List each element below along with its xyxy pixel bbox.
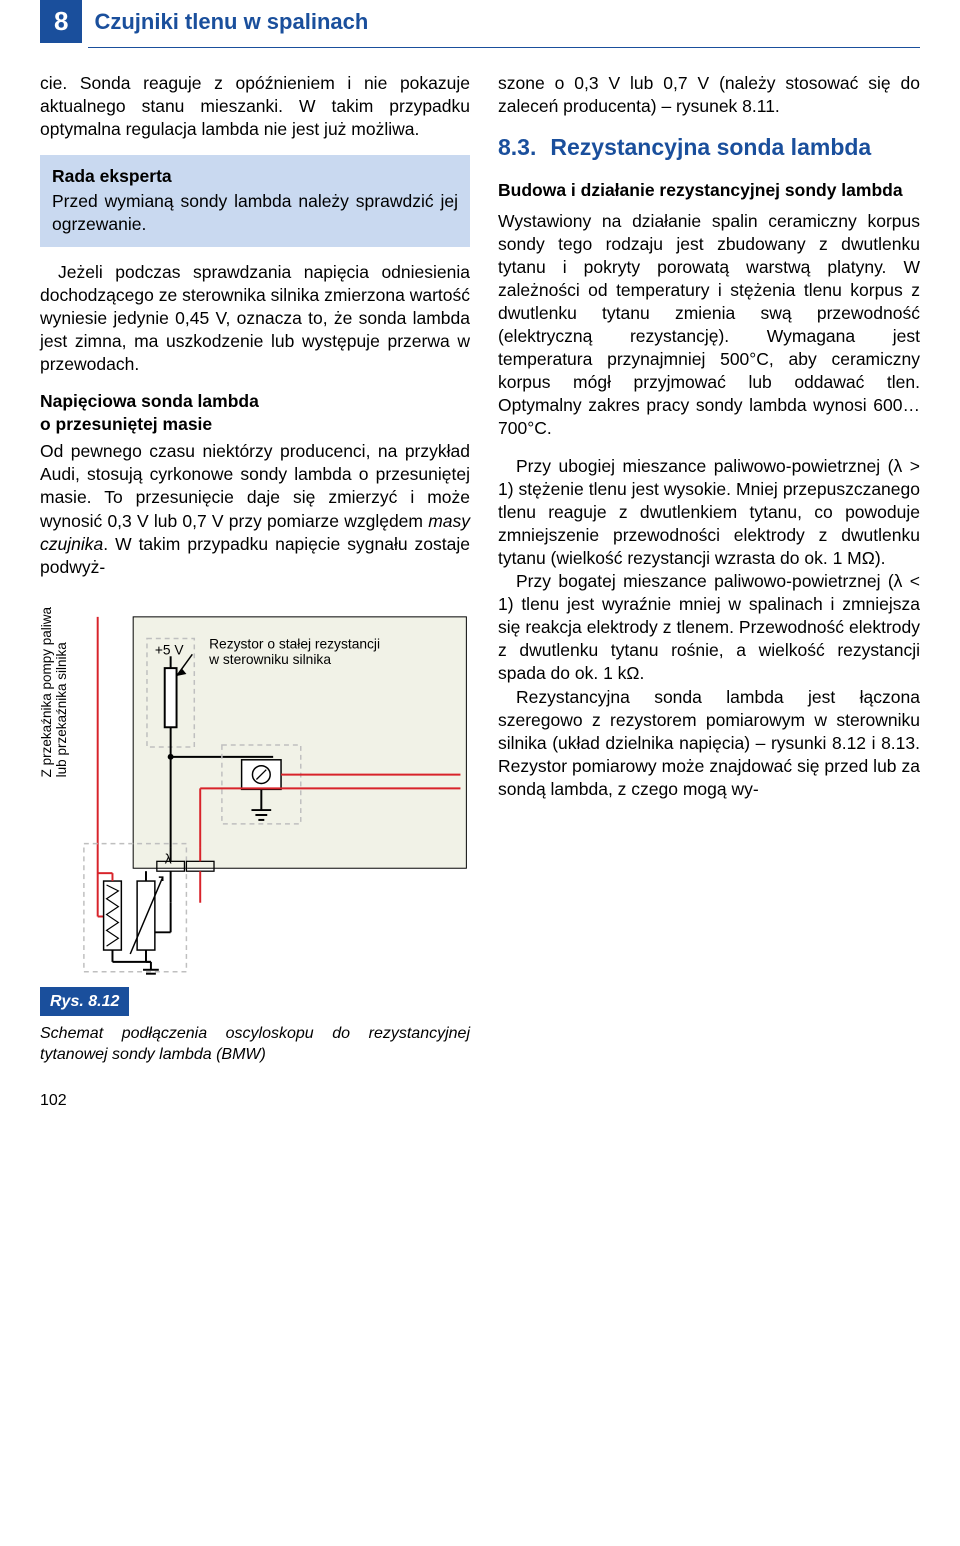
page-number: 102	[40, 1090, 470, 1111]
figure-voltage-text: +5 V	[155, 642, 185, 657]
figure-label-text: Rys. 8.12	[50, 993, 119, 1010]
left-subhead-line1: Napięciowa sonda lambda	[40, 391, 259, 411]
left-subhead-line2: o przesuniętej masie	[40, 414, 212, 434]
expert-tip-box: Rada eksperta Przed wymianą sondy lambda…	[40, 155, 470, 246]
left-p3a: Od pewnego czasu niektórzy producenci, n…	[40, 441, 470, 530]
left-p3: Od pewnego czasu niektórzy producenci, n…	[40, 440, 470, 579]
figure-8-12: Z przekaźnika pompy paliwa lub przekaźni…	[40, 607, 470, 1066]
left-column: cie. Sonda reaguje z opóźnieniem i nie p…	[40, 72, 470, 1111]
figure-caption: Schemat podłączenia oscyloskopu do rezys…	[40, 1024, 470, 1066]
right-column: szone o 0,3 V lub 0,7 V (należy stosować…	[498, 72, 920, 1111]
figure-lambda-symbol: λ	[164, 851, 171, 866]
figure-note-line2: w sterowniku silnika	[208, 652, 331, 667]
left-p1: cie. Sonda reaguje z opóźnieniem i nie p…	[40, 72, 470, 141]
right-p3: Przy ubogiej mieszance paliwowo-powietrz…	[498, 455, 920, 570]
chapter-title: Czujniki tlenu w spalinach	[94, 9, 920, 35]
figure-vlabel1: Z przekaźnika pompy paliwa	[39, 607, 54, 777]
left-p2: Jeżeli podczas sprawdzania napięcia odni…	[40, 261, 470, 376]
chapter-number-text: 8	[54, 6, 68, 36]
left-p3b: . W takim przypadku napięcie sygnału zos…	[40, 534, 470, 577]
right-subsection-bold: Budowa i działanie rezystancyjnej sondy …	[498, 179, 920, 202]
circuit-diagram-svg: +5 V Rezystor o stałej rezystancji w ste…	[76, 607, 470, 982]
section-title-text: Rezystancyjna sonda lambda	[550, 132, 871, 162]
chapter-number: 8	[40, 0, 82, 43]
expert-tip-body: Przed wymianą sondy lambda należy sprawd…	[52, 190, 458, 236]
figure-vertical-label: Z przekaźnika pompy paliwa lub przekaźni…	[40, 607, 70, 777]
right-p2: Wystawiony na działanie spalin ceramiczn…	[498, 210, 920, 441]
figure-vlabel2: lub przekaźnika silnika	[54, 642, 69, 777]
right-p1: szone o 0,3 V lub 0,7 V (należy stosować…	[498, 72, 920, 118]
header-rule	[88, 47, 920, 48]
right-p5: Rezystancyjna sonda lambda jest łączona …	[498, 686, 920, 801]
right-p4: Przy bogatej mieszance paliwowo-powietrz…	[498, 570, 920, 685]
expert-tip-title: Rada eksperta	[52, 165, 458, 188]
section-number: 8.3.	[498, 132, 536, 162]
figure-label: Rys. 8.12	[40, 987, 129, 1016]
left-subhead: Napięciowa sonda lambda o przesuniętej m…	[40, 390, 470, 436]
figure-note-line1: Rezystor o stałej rezystancji	[209, 636, 380, 651]
section-title: 8.3. Rezystancyjna sonda lambda	[498, 132, 920, 162]
